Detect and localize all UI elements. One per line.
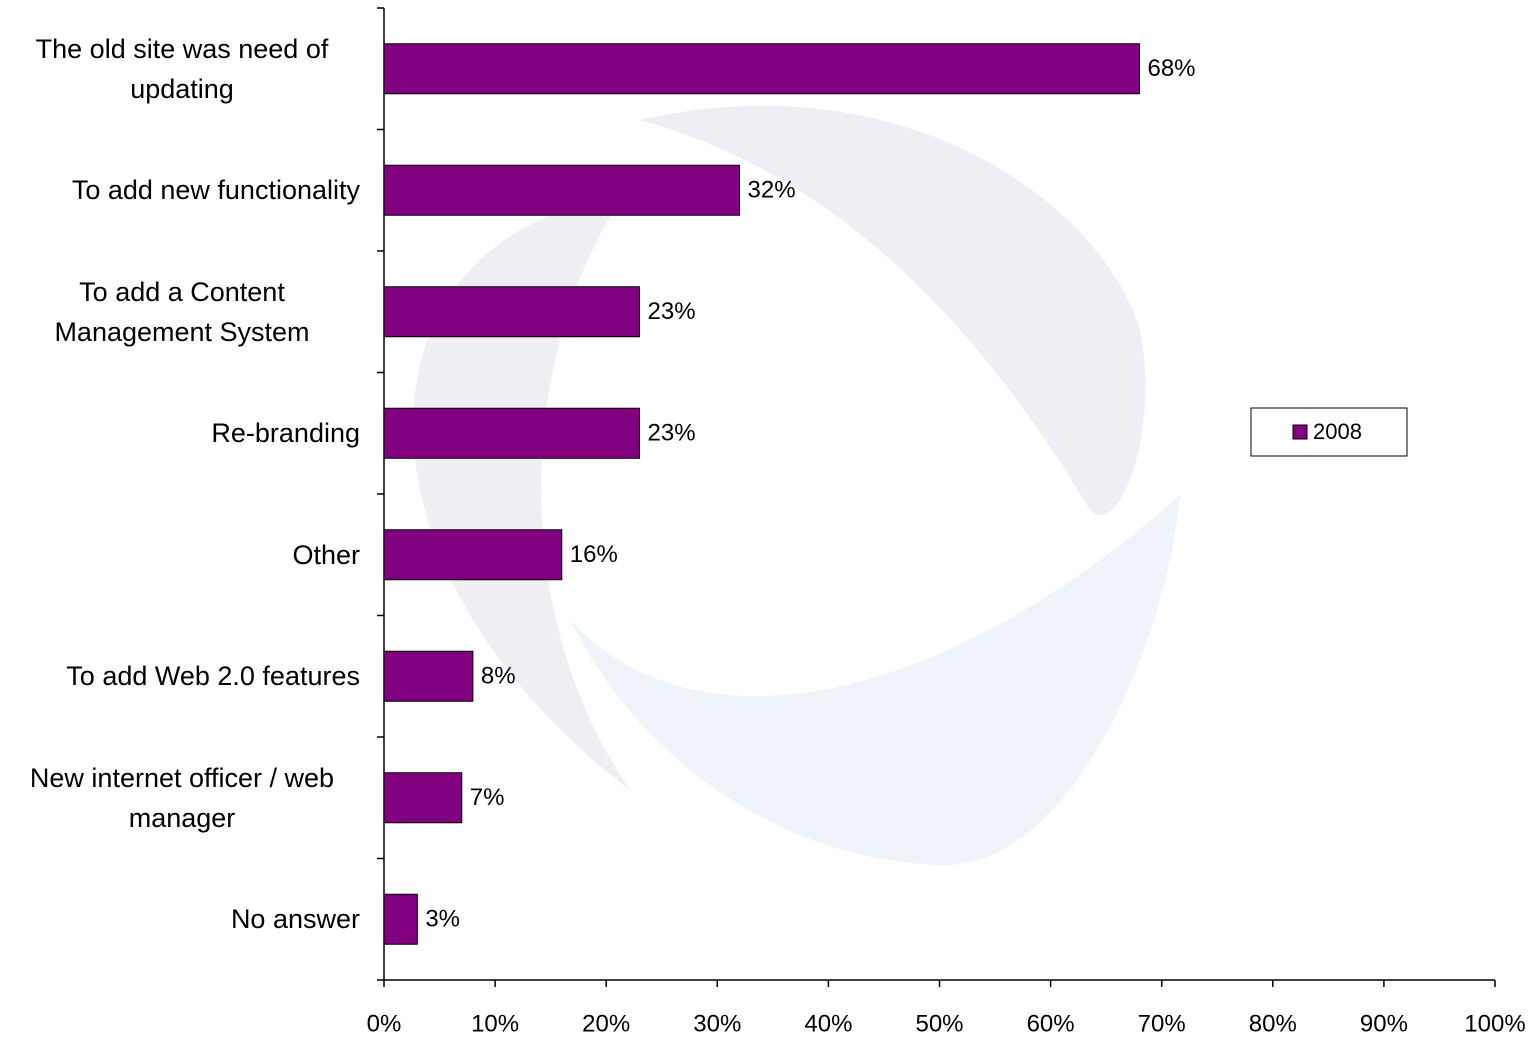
x-tick-label: 70% — [1138, 1010, 1186, 1037]
y-tick-label: To add a Content Management System — [54, 276, 310, 347]
watermark — [640, 105, 1146, 516]
data-label: 23% — [648, 420, 696, 447]
category-label-box: Other — [4, 495, 360, 615]
legend-box — [1250, 407, 1408, 457]
x-tick-label: 0% — [367, 1010, 402, 1037]
data-label: 7% — [470, 784, 505, 811]
x-tick-label: 10% — [471, 1010, 519, 1037]
watermark — [570, 495, 1180, 866]
data-label: 16% — [570, 541, 618, 568]
category-label-box: To add a Content Management System — [4, 252, 360, 372]
bar — [383, 893, 418, 945]
bar — [383, 529, 563, 581]
category-label-box: Re-branding — [4, 373, 360, 493]
bar — [383, 164, 741, 216]
x-tick-label: 80% — [1249, 1010, 1297, 1037]
legend-label: 2008 — [1313, 419, 1362, 444]
bar — [383, 43, 1140, 95]
category-label-box: No answer — [4, 859, 360, 979]
x-tick-label: 90% — [1360, 1010, 1408, 1037]
bar — [383, 650, 474, 702]
data-label: 3% — [425, 906, 460, 933]
category-label-box: The old site was need of updating — [4, 9, 360, 129]
y-tick-label: The old site was need of updating — [35, 33, 329, 104]
category-label-box: New internet officer / web manager — [4, 738, 360, 858]
category-label-box: To add new functionality — [4, 130, 360, 250]
y-tick-label: Other — [292, 539, 360, 570]
bar — [383, 407, 641, 459]
legend-swatch — [1292, 424, 1308, 440]
x-tick-label: 50% — [915, 1010, 963, 1037]
x-tick-label: 30% — [693, 1010, 741, 1037]
x-tick-label: 60% — [1027, 1010, 1075, 1037]
data-label: 68% — [1147, 55, 1195, 82]
y-tick-label: To add new functionality — [71, 175, 360, 206]
x-tick-label: 40% — [804, 1010, 852, 1037]
x-tick-label: 20% — [582, 1010, 630, 1037]
y-tick-label: To add Web 2.0 features — [66, 661, 360, 692]
y-tick-label: No answer — [230, 904, 360, 935]
bar — [383, 772, 463, 824]
y-tick-label: New internet officer / web manager — [29, 762, 335, 833]
category-label-box: To add Web 2.0 features — [4, 616, 360, 736]
x-tick-label: 100% — [1464, 1010, 1525, 1037]
y-tick-label: Re-branding — [211, 418, 360, 449]
data-label: 32% — [748, 177, 796, 204]
bar — [383, 286, 641, 338]
data-label: 8% — [481, 663, 516, 690]
data-label: 23% — [648, 298, 696, 325]
